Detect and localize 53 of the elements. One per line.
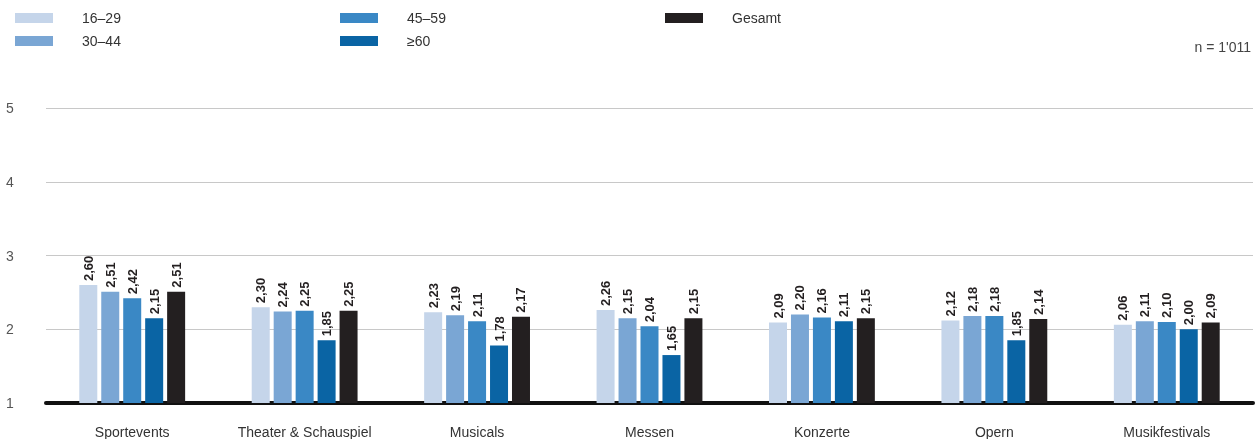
data-label: 2,60 bbox=[80, 255, 96, 281]
y-tick-label: 3 bbox=[6, 247, 14, 264]
data-label: 2,11 bbox=[469, 292, 485, 318]
data-label: 2,23 bbox=[425, 282, 441, 309]
data-label: 2,26 bbox=[598, 280, 614, 307]
data-label: 2,12 bbox=[942, 291, 958, 317]
x-tick-label: Opern bbox=[974, 424, 1014, 439]
data-label: 2,15 bbox=[620, 288, 636, 315]
data-label: 2,42 bbox=[124, 268, 140, 295]
data-label: 2,09 bbox=[770, 293, 786, 319]
data-label: 2,11 bbox=[1137, 292, 1153, 318]
data-label: 2,04 bbox=[642, 296, 657, 323]
data-label: 2,10 bbox=[1159, 292, 1175, 318]
x-tick-label: Theater & Schauspiel bbox=[237, 424, 372, 439]
data-label: 2,25 bbox=[297, 281, 313, 307]
data-label: 2,09 bbox=[1203, 293, 1219, 319]
data-label: 2,00 bbox=[1181, 299, 1197, 326]
legend-label: Gesamt bbox=[732, 10, 782, 26]
data-label: 2,25 bbox=[341, 281, 357, 307]
data-label: 1,78 bbox=[491, 316, 507, 342]
data-label: 2,15 bbox=[858, 288, 874, 315]
data-label: 2,24 bbox=[275, 281, 291, 308]
data-label: 2,30 bbox=[253, 277, 269, 304]
data-label: 2,15 bbox=[146, 288, 162, 315]
text: n = 1'011 bbox=[1194, 39, 1252, 55]
legend-label: 45–59 bbox=[407, 10, 447, 26]
data-label: 2,14 bbox=[1030, 288, 1046, 315]
data-label: 2,51 bbox=[102, 262, 118, 288]
legend-label: 16–29 bbox=[82, 10, 122, 26]
y-tick-label: 4 bbox=[6, 173, 14, 190]
x-tick-label: Konzerte bbox=[793, 424, 851, 439]
data-label: 2,18 bbox=[964, 286, 980, 312]
data-label: 2,18 bbox=[986, 286, 1002, 312]
data-label: 1,85 bbox=[1008, 311, 1024, 337]
legend-label: ≥60 bbox=[407, 33, 431, 49]
x-tick-label: Sportevents bbox=[94, 424, 170, 439]
y-tick-label: 5 bbox=[6, 100, 14, 116]
data-label: 2,06 bbox=[1115, 295, 1131, 321]
data-label: 2,17 bbox=[513, 287, 529, 313]
data-label: 1,65 bbox=[663, 325, 679, 352]
y-tick-label: 2 bbox=[6, 321, 14, 338]
data-label: 2,20 bbox=[792, 285, 808, 311]
legend-label: 30–44 bbox=[82, 33, 122, 49]
data-label: 2,11 bbox=[836, 292, 852, 318]
data-label: 2,51 bbox=[168, 262, 184, 288]
y-tick-label: 1 bbox=[6, 395, 14, 411]
data-label: 1,85 bbox=[319, 311, 335, 337]
x-tick-label: Messen bbox=[624, 424, 675, 439]
data-label: 2,15 bbox=[685, 288, 701, 315]
data-label: 2,16 bbox=[814, 288, 830, 314]
x-tick-label: Musikfestivals bbox=[1123, 424, 1211, 439]
data-label: 2,19 bbox=[447, 285, 463, 312]
x-tick-label: Musicals bbox=[449, 424, 505, 439]
